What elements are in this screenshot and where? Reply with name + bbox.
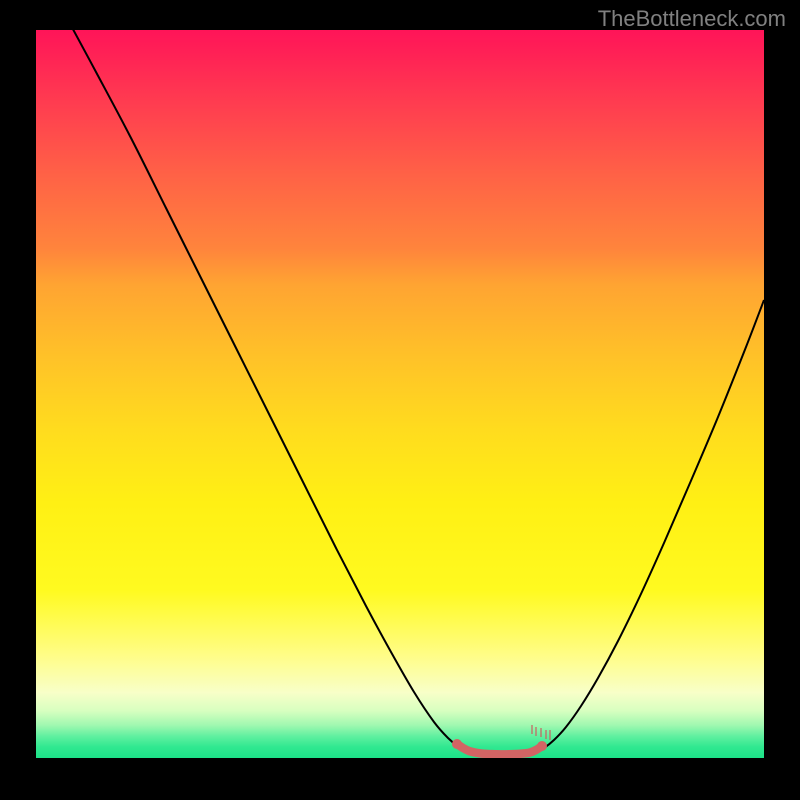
- gradient-plot-area: [36, 30, 764, 758]
- chart-container: TheBottleneck.com: [0, 0, 800, 800]
- watermark-text: TheBottleneck.com: [598, 6, 786, 32]
